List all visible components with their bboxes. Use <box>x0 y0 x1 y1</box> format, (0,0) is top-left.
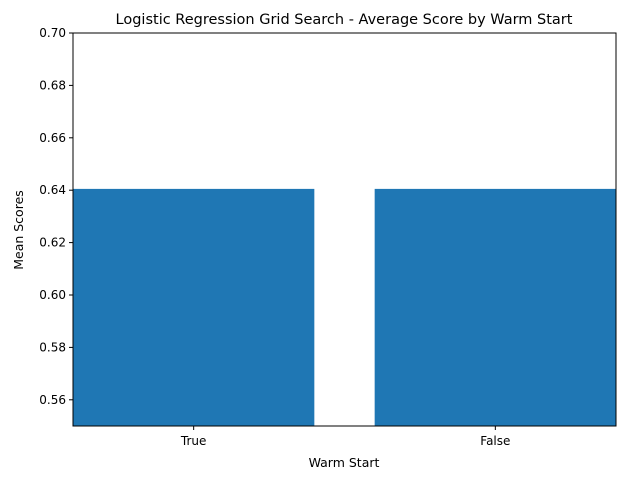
x-tick-label-true: True <box>180 434 207 448</box>
axes-frame <box>72 32 617 427</box>
y-tick-label: 0.58 <box>39 340 66 354</box>
bar-true <box>73 188 315 426</box>
bar-false <box>374 188 616 426</box>
y-tick-label: 0.64 <box>39 183 66 197</box>
y-axis-label: Mean Scores <box>11 190 26 270</box>
y-tick-label: 0.66 <box>39 131 66 145</box>
y-tick-label: 0.68 <box>39 78 66 92</box>
y-tick-label: 0.60 <box>39 288 66 302</box>
y-tick-label: 0.70 <box>39 26 66 40</box>
plot-area: True False 0.56 0.58 0.60 0.62 0.64 0.66 0.68 0.7… <box>39 26 617 448</box>
x-tick-label-false: False <box>480 434 510 448</box>
chart-title: Logistic Regression Grid Search - Averag… <box>116 12 573 28</box>
x-axis-label: Warm Start <box>309 455 380 470</box>
y-tick-label: 0.62 <box>39 236 66 250</box>
y-tick-label: 0.56 <box>39 393 66 407</box>
